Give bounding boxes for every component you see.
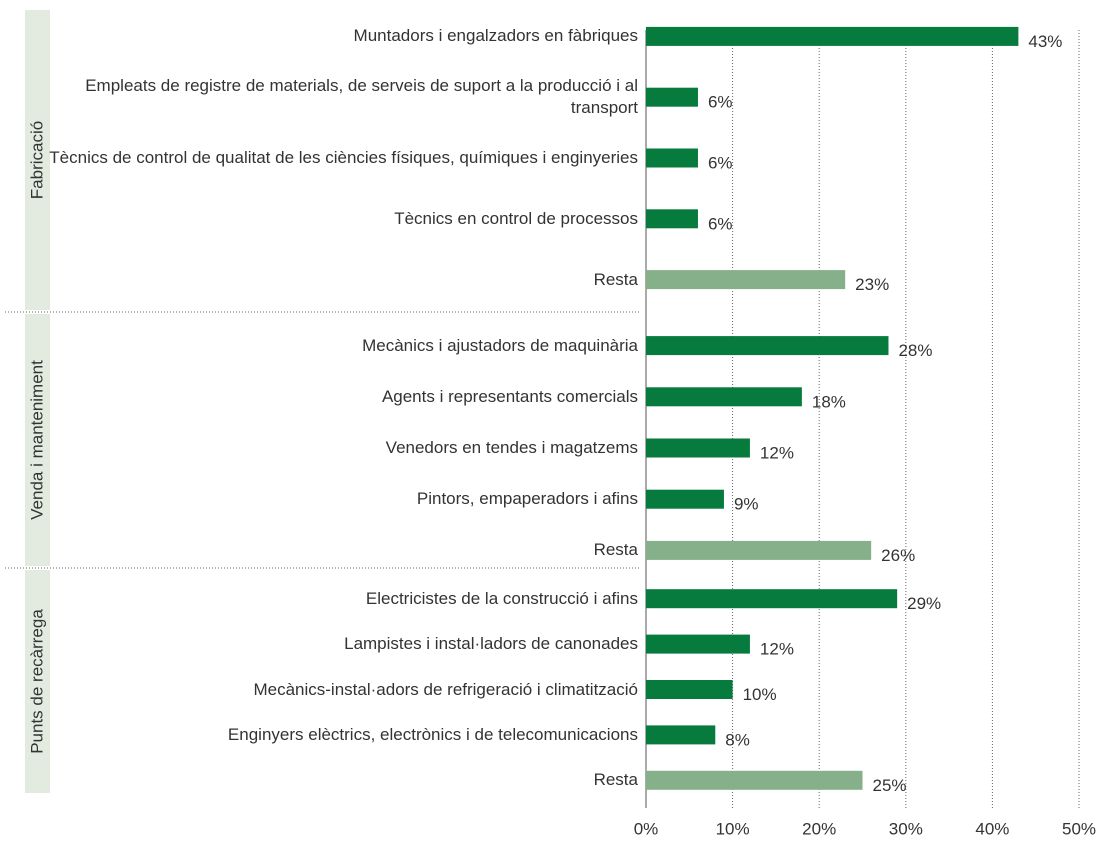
x-tick-label: 50% xyxy=(1062,819,1096,838)
value-label: 12% xyxy=(760,640,794,659)
value-label: 6% xyxy=(708,153,733,172)
bar xyxy=(646,770,863,790)
category-label: Electricistes de la construcció i afins xyxy=(365,588,638,608)
bar xyxy=(646,725,716,745)
category-label: Resta xyxy=(593,269,638,289)
bar xyxy=(646,680,733,699)
value-label: 29% xyxy=(907,594,941,613)
category-label: Empleats de registre de materials, de se… xyxy=(85,76,638,118)
category-label: Agents i representants comercials xyxy=(381,386,638,406)
bar xyxy=(646,387,802,407)
category-label: Tècnics de control de qualitat de les ci… xyxy=(49,148,638,167)
bar xyxy=(646,148,698,168)
category-label: Tècnics en control de processos xyxy=(394,208,638,228)
value-label: 28% xyxy=(898,341,932,360)
value-label: 25% xyxy=(873,776,907,795)
value-label: 23% xyxy=(855,275,889,294)
bar xyxy=(646,270,846,290)
bar xyxy=(646,336,889,356)
bar xyxy=(646,209,698,229)
value-label: 12% xyxy=(760,443,794,462)
bar xyxy=(646,438,750,458)
category-label: Mecànics i ajustadors de maquinària xyxy=(362,335,638,355)
value-label: 26% xyxy=(881,546,915,565)
value-label: 8% xyxy=(725,730,750,749)
x-tick-label: 30% xyxy=(889,819,923,838)
x-tick-label: 10% xyxy=(716,819,750,838)
category-label: Resta xyxy=(593,540,638,560)
bar xyxy=(646,540,872,560)
value-label: 9% xyxy=(734,495,759,514)
group-label: Fabricació xyxy=(27,121,46,199)
group-band xyxy=(25,10,50,310)
bar xyxy=(646,589,898,609)
bar xyxy=(646,634,750,654)
bar xyxy=(646,26,1019,46)
category-label: Muntadors i engalzadors en fàbriques xyxy=(353,26,638,46)
bar xyxy=(646,489,724,509)
value-label: 6% xyxy=(708,93,733,112)
x-tick-label: 20% xyxy=(802,819,836,838)
value-label: 6% xyxy=(708,214,733,233)
category-label: Pintors, empaperadors i afins xyxy=(416,489,638,509)
value-label: 43% xyxy=(1028,32,1062,51)
group-band xyxy=(25,570,50,793)
group-band xyxy=(25,314,50,566)
category-label: Lampistes i instal·ladors de canonades xyxy=(344,634,638,654)
group-label: Punts de recàrrega xyxy=(27,609,46,754)
value-label: 10% xyxy=(743,685,777,704)
category-label: Mecànics-instal·adors de refrigeració i … xyxy=(253,679,638,699)
x-tick-label: 0% xyxy=(634,819,659,838)
category-label: Venedors en tendes i magatzems xyxy=(385,438,638,457)
x-tick-label: 40% xyxy=(975,819,1009,838)
group-label: Venda i manteniment xyxy=(27,360,46,520)
value-label: 18% xyxy=(812,392,846,411)
category-label: Enginyers elèctrics, electrònics i de te… xyxy=(227,724,638,744)
bar xyxy=(646,87,698,107)
category-label: Resta xyxy=(593,770,638,790)
